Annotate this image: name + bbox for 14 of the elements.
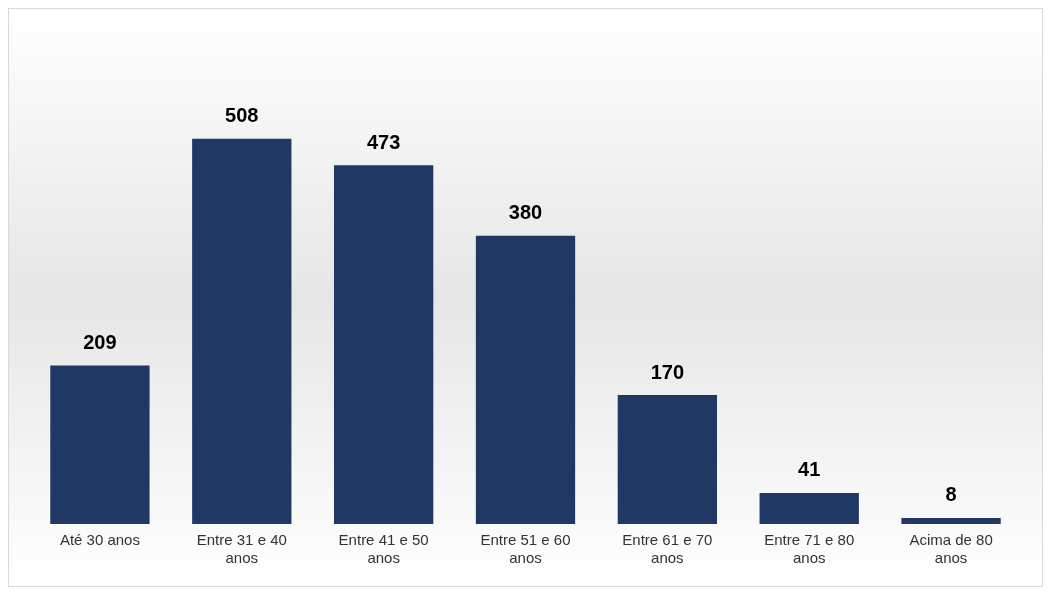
- data-label: 170: [650, 360, 685, 383]
- data-label: 209: [83, 331, 117, 354]
- data-label: 508: [225, 104, 259, 127]
- data-label: 473: [366, 130, 401, 153]
- x-tick-label: Entre 41 e 50 anos: [338, 531, 429, 567]
- x-tick-label: Entre 61 e 70 anos: [622, 531, 713, 567]
- x-tick-label: Até 30 anos: [59, 531, 140, 549]
- x-tick-label: Entre 31 e 40 anos: [196, 531, 287, 567]
- x-tick-label: Entre 71 e 80 anos: [764, 531, 855, 567]
- x-tick-label: Acima de 80 anos: [909, 531, 993, 567]
- data-label: 380: [508, 201, 543, 224]
- x-tick-label: Entre 51 e 60 anos: [480, 531, 571, 567]
- data-label: 41: [798, 458, 821, 481]
- data-label: 8: [945, 483, 957, 506]
